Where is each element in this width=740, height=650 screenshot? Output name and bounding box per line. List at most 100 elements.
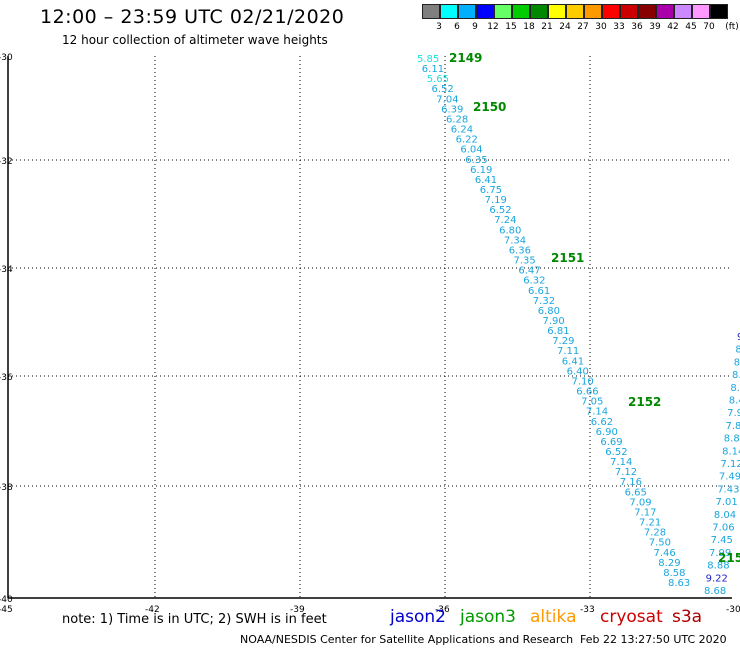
legend-swatch (476, 4, 494, 19)
wave-height-value: 6.41 (562, 356, 584, 367)
longitude-label: -42 (145, 605, 160, 615)
wave-height-value: 6.81 (547, 326, 569, 337)
pass-number-label: 215 (718, 551, 740, 565)
legend-label: 21 (541, 22, 553, 32)
wave-height-value: 8.14 (722, 446, 740, 457)
wave-height-value: 7.34 (504, 235, 526, 246)
wave-height-value: 7.24 (494, 215, 516, 226)
wave-height-value: 7.46 (654, 548, 676, 559)
wave-height-value: 7.28 (644, 528, 666, 539)
wave-height-value: 7.49 (719, 472, 740, 483)
wave-height-value: 7.19 (485, 195, 507, 206)
wave-height-value: 6.19 (470, 165, 492, 176)
wave-height-value: 8.68 (704, 586, 726, 597)
pass-number-label: 2149 (449, 51, 482, 65)
satellite-name: jason3 (460, 607, 516, 627)
map-grid (8, 56, 732, 598)
legend-label: 36 (631, 22, 643, 32)
wave-height-value: 6.40 (567, 366, 589, 377)
pass-number-label: 2152 (628, 395, 661, 409)
satellite-name: altika (530, 607, 577, 627)
wave-height-value: 7.45 (711, 535, 733, 546)
legend-label: 30 (595, 22, 607, 32)
wave-height-value: 6.52 (489, 205, 511, 216)
wave-height-value: 7.10 (572, 377, 594, 388)
wave-height-value: 8.63 (668, 578, 690, 589)
wave-height-value: 7.50 (649, 538, 671, 549)
wave-height-value: 7.06 (712, 523, 734, 534)
legend-swatch (530, 4, 548, 19)
legend-swatch (440, 4, 458, 19)
wave-height-value: 6.80 (499, 225, 521, 236)
latitude-label: -30 (0, 53, 13, 63)
wave-height-value: 6.32 (523, 276, 545, 287)
map-axis-labels: -30 -32 -34 -36 -38 -40-45 -42 -39 -36 -33 -30 (0, 53, 740, 615)
legend-swatch (548, 4, 566, 19)
wave-height-value: 6.69 (600, 437, 622, 448)
legend-swatch (638, 4, 656, 19)
wave-height-value: 7.17 (634, 508, 656, 519)
legend-label: 27 (577, 22, 589, 32)
wave-height-value: 7.43 (717, 484, 739, 495)
legend-swatch (656, 4, 674, 19)
wave-height-value: 6.24 (451, 125, 473, 136)
legend-swatch (584, 4, 602, 19)
wave-height-value: 6.11 (422, 64, 444, 75)
wave-height-value: 7.99 (727, 408, 740, 419)
wave-height-value: 6.75 (480, 185, 502, 196)
satellite-name: s3a (672, 607, 703, 627)
wave-height-value: 7.90 (543, 316, 565, 327)
wave-height-value: 6.52 (432, 84, 454, 95)
wave-height-value: 8 (735, 345, 740, 356)
wave-height-value: 8.29 (658, 558, 680, 569)
wave-height-value: 7.35 (514, 256, 536, 267)
wave-height-value: 8.49 (729, 396, 740, 407)
legend-swatch (422, 4, 440, 19)
wave-height-value: 6.22 (456, 135, 478, 146)
wave-height-value: 7.14 (586, 407, 608, 418)
legend-label: 39 (649, 22, 661, 32)
legend-label: 24 (559, 22, 571, 32)
legend-label: 12 (487, 22, 499, 32)
wave-height-value: 5.85 (417, 54, 439, 65)
wave-height-value: 7.16 (620, 477, 642, 488)
legend-label: 33 (613, 22, 625, 32)
wave-height-value: 7.01 (716, 497, 738, 508)
wave-height-value: 6.80 (538, 306, 560, 317)
wave-height-value: 8.88 (707, 561, 729, 572)
legend-swatch (692, 4, 710, 19)
wave-height-value: 8.58 (663, 568, 685, 579)
legend-swatch (620, 4, 638, 19)
generated-timestamp: Feb 22 13:27:50 UTC 2020 (580, 633, 727, 646)
wave-height-value: 5.65 (427, 74, 449, 85)
wave-height-value: 8.4 (732, 370, 740, 381)
wave-height-value: 8. (734, 357, 740, 368)
wave-height-value: 6.28 (446, 115, 468, 126)
pass-labels: 2149 2150 2151 2152 215 (449, 51, 740, 565)
wave-height-value: 6.36 (509, 246, 531, 257)
footnote: note: 1) Time is in UTC; 2) SWH is in fe… (62, 612, 327, 627)
legend-label: 3 (436, 22, 442, 32)
wave-height-value: 6.66 (576, 387, 598, 398)
pass-number-label: 2151 (551, 251, 584, 265)
wave-height-value: 6.41 (475, 175, 497, 186)
legend-swatch (602, 4, 620, 19)
latitude-label: -34 (0, 265, 13, 275)
legend-swatch (674, 4, 692, 19)
wave-height-value: 6.39 (441, 104, 463, 115)
wave-height-value: 7.14 (610, 457, 632, 468)
map-title: 12:00 – 23:59 UTC 02/21/2020 (40, 6, 345, 28)
latitude-label: -38 (0, 483, 13, 493)
wave-height-value: 8.4 (730, 383, 740, 394)
wave-height-value: 8.89 (724, 434, 740, 445)
latitude-label: -40 (0, 595, 13, 605)
longitude-label: -39 (290, 605, 305, 615)
longitude-label: -33 (580, 605, 595, 615)
legend-swatch (512, 4, 530, 19)
legend-swatch (710, 4, 728, 19)
legend-label: 45 (685, 22, 697, 32)
wave-height-value: 7.11 (557, 346, 579, 357)
wave-height-value: 7.12 (615, 467, 637, 478)
legend-swatch (566, 4, 584, 19)
